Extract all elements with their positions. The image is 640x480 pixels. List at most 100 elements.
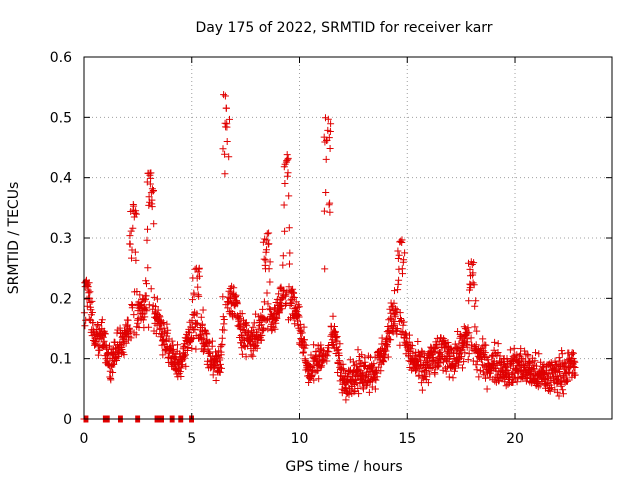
data-point	[81, 322, 89, 330]
data-point	[300, 348, 307, 356]
data-point	[263, 246, 270, 254]
data-point	[298, 329, 306, 337]
data-point	[278, 305, 286, 313]
data-point	[132, 331, 140, 339]
data-point	[533, 362, 540, 370]
data-point	[148, 196, 156, 204]
data-point	[281, 180, 289, 187]
data-point	[568, 349, 576, 357]
data-point	[265, 265, 273, 273]
data-point	[226, 115, 233, 123]
data-point	[473, 366, 481, 374]
data-point	[136, 291, 144, 299]
data-point	[466, 265, 474, 273]
data-point	[263, 236, 271, 244]
data-point	[184, 344, 192, 351]
data-point	[395, 276, 403, 284]
data-point	[132, 256, 140, 264]
data-point	[449, 374, 457, 382]
data-point	[465, 350, 473, 358]
data-point	[266, 306, 274, 314]
data-point	[315, 375, 323, 383]
data-point	[200, 334, 208, 342]
data-point	[154, 306, 162, 314]
data-point	[502, 363, 510, 371]
data-point	[147, 285, 155, 293]
data-point	[290, 289, 298, 297]
data-point	[354, 346, 362, 354]
data-point	[296, 320, 304, 328]
data-point	[481, 349, 489, 357]
data-point	[300, 323, 308, 331]
data-point	[124, 316, 132, 324]
y-tick-label: 0.5	[50, 110, 72, 126]
data-point	[310, 376, 318, 384]
data-point	[159, 319, 167, 326]
data-point	[480, 347, 488, 355]
data-point	[198, 320, 206, 328]
data-point	[170, 354, 178, 362]
data-point	[225, 153, 233, 161]
data-point	[532, 349, 539, 357]
data-point	[564, 377, 571, 385]
data-point	[131, 248, 139, 256]
data-point	[265, 240, 273, 248]
data-point	[279, 252, 287, 260]
data-point	[391, 320, 399, 328]
data-point	[331, 323, 338, 330]
data-point	[424, 379, 432, 387]
data-point	[326, 128, 334, 135]
data-point	[516, 360, 524, 368]
data-point	[219, 313, 227, 321]
data-point	[393, 325, 401, 332]
data-point	[289, 285, 297, 293]
data-point	[506, 346, 514, 354]
data-point	[463, 338, 471, 346]
data-point	[534, 383, 542, 391]
data-point	[461, 349, 469, 357]
data-point	[483, 385, 491, 393]
data-point	[469, 279, 477, 287]
data-point	[265, 229, 273, 237]
data-point	[541, 370, 549, 378]
data-point	[144, 264, 152, 272]
data-point	[350, 388, 358, 396]
data-point	[238, 310, 246, 318]
data-point	[398, 236, 406, 244]
y-tick-label: 0.2	[50, 291, 72, 307]
data-point	[218, 340, 226, 348]
data-point	[142, 295, 149, 303]
data-point	[547, 359, 555, 366]
y-tick-label: 0.3	[50, 231, 72, 247]
data-point	[470, 281, 478, 289]
data-point	[143, 280, 150, 288]
data-point	[249, 352, 257, 360]
x-tick-label: 5	[187, 431, 196, 447]
data-point	[405, 338, 413, 346]
data-point	[553, 379, 561, 387]
data-point	[395, 251, 403, 259]
data-point	[358, 351, 366, 359]
data-point	[286, 260, 293, 268]
data-point	[242, 353, 250, 361]
data-point	[273, 314, 281, 322]
data-point	[472, 297, 480, 305]
data-point	[238, 350, 246, 358]
data-point	[397, 237, 405, 245]
data-point	[192, 345, 200, 353]
data-point	[233, 300, 241, 308]
data-point	[482, 341, 490, 349]
data-point	[430, 348, 438, 356]
data-point	[92, 338, 100, 346]
data-point	[307, 363, 314, 370]
data-point	[455, 340, 463, 348]
data-point	[120, 351, 128, 359]
data-point	[326, 199, 334, 207]
data-point	[408, 342, 416, 350]
data-point	[414, 338, 422, 345]
data-point	[559, 386, 567, 394]
data-point	[142, 292, 150, 300]
data-point	[127, 334, 135, 342]
data-point	[85, 289, 93, 297]
data-point	[336, 340, 344, 348]
